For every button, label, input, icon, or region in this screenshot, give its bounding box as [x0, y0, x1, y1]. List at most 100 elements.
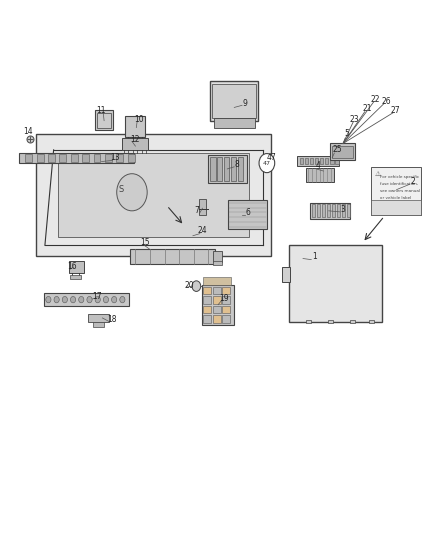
Bar — [346, 205, 350, 217]
Bar — [330, 143, 355, 160]
Bar — [238, 157, 244, 181]
Text: see owners manual: see owners manual — [380, 189, 420, 193]
Bar — [125, 116, 145, 136]
Text: 47: 47 — [266, 154, 276, 163]
Text: 23: 23 — [350, 115, 360, 124]
Bar — [130, 249, 215, 264]
Bar — [213, 251, 222, 262]
Circle shape — [54, 296, 59, 303]
Circle shape — [120, 296, 125, 303]
Text: 14: 14 — [24, 127, 33, 136]
Bar — [212, 84, 256, 118]
Bar — [203, 306, 211, 313]
Bar — [105, 154, 112, 161]
Bar — [213, 261, 222, 265]
Text: 9: 9 — [243, 99, 247, 108]
Text: 13: 13 — [111, 153, 120, 162]
Polygon shape — [36, 134, 271, 256]
Text: 10: 10 — [134, 115, 144, 124]
Text: 7: 7 — [194, 206, 199, 215]
Circle shape — [117, 174, 147, 211]
Text: 17: 17 — [92, 292, 102, 301]
Bar — [306, 320, 311, 323]
Text: 24: 24 — [198, 227, 207, 236]
Circle shape — [79, 296, 84, 303]
Bar — [312, 205, 315, 217]
Bar — [342, 205, 345, 217]
Text: 16: 16 — [67, 262, 77, 271]
Bar — [224, 157, 230, 181]
Circle shape — [112, 296, 117, 303]
Bar — [25, 154, 32, 161]
Bar — [210, 157, 215, 181]
Text: S: S — [118, 185, 124, 194]
Bar — [332, 146, 353, 158]
Bar — [122, 138, 148, 150]
Bar — [223, 287, 230, 294]
Bar — [327, 205, 330, 217]
Bar — [217, 157, 223, 181]
Text: or vehicle label: or vehicle label — [380, 196, 411, 200]
Bar — [289, 245, 382, 322]
Bar — [213, 306, 221, 313]
Bar — [95, 110, 113, 130]
Bar — [320, 158, 323, 164]
Circle shape — [71, 296, 76, 303]
Bar — [325, 158, 328, 164]
Text: fuse identification,: fuse identification, — [380, 182, 418, 186]
Bar — [213, 316, 221, 322]
Text: 27: 27 — [391, 106, 400, 115]
Polygon shape — [58, 152, 250, 237]
Bar — [203, 287, 211, 294]
Bar — [199, 199, 206, 215]
Text: 25: 25 — [332, 146, 342, 155]
Text: 11: 11 — [96, 106, 106, 115]
Bar — [93, 321, 104, 327]
Bar — [231, 157, 237, 181]
Bar — [201, 285, 234, 325]
Bar — [297, 156, 339, 166]
Text: 26: 26 — [381, 96, 391, 106]
Bar — [315, 158, 318, 164]
Bar — [210, 81, 258, 120]
Bar — [37, 154, 44, 161]
Text: 3: 3 — [341, 205, 346, 214]
Circle shape — [46, 296, 51, 303]
Text: 1: 1 — [312, 253, 317, 262]
Bar — [82, 154, 89, 161]
Bar — [127, 154, 134, 161]
Bar — [116, 154, 123, 161]
Text: 8: 8 — [234, 160, 239, 168]
Text: ⚠: ⚠ — [375, 171, 381, 177]
Bar — [203, 277, 231, 285]
Bar — [330, 158, 334, 164]
Text: 6: 6 — [245, 208, 250, 217]
Text: 15: 15 — [140, 238, 150, 247]
Bar — [369, 320, 374, 323]
Bar — [214, 118, 255, 127]
Bar — [322, 205, 325, 217]
Circle shape — [62, 296, 67, 303]
Bar — [335, 158, 339, 164]
Bar — [70, 275, 81, 279]
Text: 47: 47 — [263, 160, 271, 166]
Bar — [208, 155, 247, 183]
Bar — [371, 167, 421, 215]
Bar — [213, 287, 221, 294]
Bar — [337, 205, 340, 217]
Circle shape — [192, 281, 201, 292]
Bar — [332, 205, 335, 217]
Bar — [317, 205, 320, 217]
Bar — [310, 158, 313, 164]
Bar — [300, 158, 303, 164]
Bar — [97, 113, 111, 127]
Bar — [203, 316, 211, 322]
Bar — [203, 296, 211, 304]
Bar — [304, 158, 308, 164]
Circle shape — [259, 154, 275, 173]
Text: 21: 21 — [362, 104, 372, 113]
Bar — [88, 314, 110, 322]
Bar — [350, 320, 355, 323]
Text: 19: 19 — [219, 294, 229, 303]
Bar — [71, 154, 78, 161]
